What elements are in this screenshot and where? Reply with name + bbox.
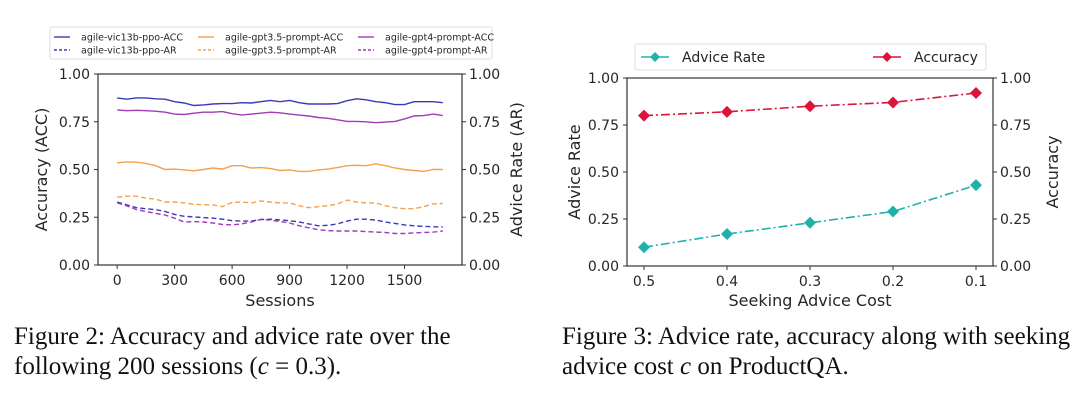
y-tick-label-left: 0.50 <box>59 163 90 179</box>
data-marker <box>804 100 816 113</box>
x-tick-label: 0.5 <box>633 274 655 290</box>
legend-box <box>49 26 493 60</box>
y-tick-label-right: 0.50 <box>1000 165 1031 181</box>
series-line-agile-gpt4-prompt-ACC <box>117 109 443 124</box>
y-tick-label-right: 0.00 <box>469 258 500 274</box>
data-marker <box>887 96 899 109</box>
caption-variable: c <box>257 353 269 380</box>
caption-text: = 0.3). <box>268 353 342 380</box>
data-marker <box>970 179 982 192</box>
legend-marker <box>650 52 660 62</box>
figure-2-chart: agile-vic13b-ppo-ACC agile-gpt3.5-prompt-… <box>32 26 526 310</box>
plot-lines <box>638 87 982 254</box>
y-tick-label-right: 0.00 <box>1000 259 1031 275</box>
legend: agile-vic13b-ppo-ACC agile-gpt3.5-prompt-… <box>49 26 494 60</box>
series-line-agile-gpt3.5-prompt-AR <box>117 195 443 210</box>
legend: Advice Rate Accuracy <box>634 43 987 71</box>
y-tick-label-left: 1.00 <box>588 71 619 87</box>
data-marker <box>970 87 982 100</box>
legend-label: agile-gpt3.5-prompt-ACC <box>225 33 343 44</box>
data-marker <box>721 105 733 118</box>
legend-marker <box>882 52 892 62</box>
plot-lines <box>116 97 443 235</box>
figure-2-caption: Figure 2: Accuracy and advice rate over … <box>14 322 534 382</box>
caption-variable: c <box>680 353 692 380</box>
y-tick-label-left: 1.00 <box>59 67 90 83</box>
y-tick-label-right: 0.50 <box>469 163 500 179</box>
caption-text: Figure 3: Advice rate, accuracy along wi… <box>562 323 1071 380</box>
series-line-advice-rate <box>643 184 977 248</box>
data-marker <box>638 241 650 254</box>
data-marker <box>804 216 816 229</box>
y-axis-label-left: Advice Rate <box>565 124 584 219</box>
x-tick-label: 0.1 <box>965 274 987 290</box>
x-tick-label: 900 <box>276 273 303 289</box>
y-tick-label-right: 0.25 <box>1000 212 1031 228</box>
y-tick-label-left: 0.25 <box>588 212 619 228</box>
caption-text: on ProductQA. <box>691 353 849 380</box>
legend-label: agile-gpt3.5-prompt-AR <box>225 46 337 57</box>
legend-label: agile-vic13b-ppo-ACC <box>81 33 183 44</box>
y-axis-label-left: Accuracy (ACC) <box>32 108 51 232</box>
x-tick-label: 1200 <box>329 273 365 289</box>
series-line-agile-gpt3.5-prompt-ACC <box>117 161 443 173</box>
y-tick-label-right: 0.75 <box>1000 118 1031 134</box>
series-line-agile-gpt4-prompt-AR <box>116 202 443 235</box>
legend-label: Advice Rate <box>682 50 765 66</box>
x-tick-label: 600 <box>219 273 246 289</box>
legend-label: agile-gpt4-prompt-AR <box>385 46 488 57</box>
y-tick-label-left: 0.25 <box>59 210 90 226</box>
x-tick-label: 0.3 <box>799 274 821 290</box>
series-line-agile-vic13b-ppo-AR <box>117 201 443 228</box>
x-tick-label: 0 <box>113 273 122 289</box>
x-tick-label: 0.4 <box>716 274 738 290</box>
y-tick-label-right: 1.00 <box>1000 71 1031 87</box>
legend-label: Accuracy <box>914 50 978 66</box>
y-tick-label-left: 0.75 <box>588 118 619 134</box>
legend-label: agile-gpt4-prompt-ACC <box>385 33 494 44</box>
x-tick-label: 0.2 <box>882 274 904 290</box>
legend-label: agile-vic13b-ppo-AR <box>81 46 177 57</box>
y-tick-label-left: 0.00 <box>588 259 619 275</box>
y-tick-label-left: 0.75 <box>59 115 90 131</box>
axes: 0.00 0.00 0.25 0.25 0.50 0.50 0.75 0.75 1.00 1.00… <box>32 67 526 310</box>
y-axis-label-right: Advice Rate (AR) <box>507 102 526 237</box>
axes: 0.00 0.00 0.25 0.25 0.50 0.50 0.75 0.75 1.00 1.00… <box>565 71 1062 310</box>
y-tick-label-left: 0.00 <box>59 258 90 274</box>
x-axis-label: Seeking Advice Cost <box>729 291 892 310</box>
series-line-agile-vic13b-ppo-ACC <box>117 97 443 107</box>
figure-3-chart: Advice Rate Accuracy 0.00 0.000.25 0.250.50… <box>565 43 1062 310</box>
caption-text: Figure 2: Accuracy and advice rate over … <box>14 323 451 380</box>
y-tick-label-right: 0.75 <box>469 115 500 131</box>
y-tick-label-right: 1.00 <box>469 67 500 83</box>
figure-3-caption: Figure 3: Advice rate, accuracy along wi… <box>562 322 1080 382</box>
data-marker <box>887 205 899 218</box>
x-tick-label: 300 <box>161 273 188 289</box>
data-marker <box>721 228 733 241</box>
y-tick-label-right: 0.25 <box>469 210 500 226</box>
legend-box <box>634 43 987 71</box>
x-tick-label: 1500 <box>387 273 423 289</box>
data-marker <box>638 109 650 122</box>
y-tick-label-left: 0.50 <box>588 165 619 181</box>
x-axis-label: Sessions <box>245 291 314 310</box>
y-axis-label-right: Accuracy <box>1043 135 1062 208</box>
